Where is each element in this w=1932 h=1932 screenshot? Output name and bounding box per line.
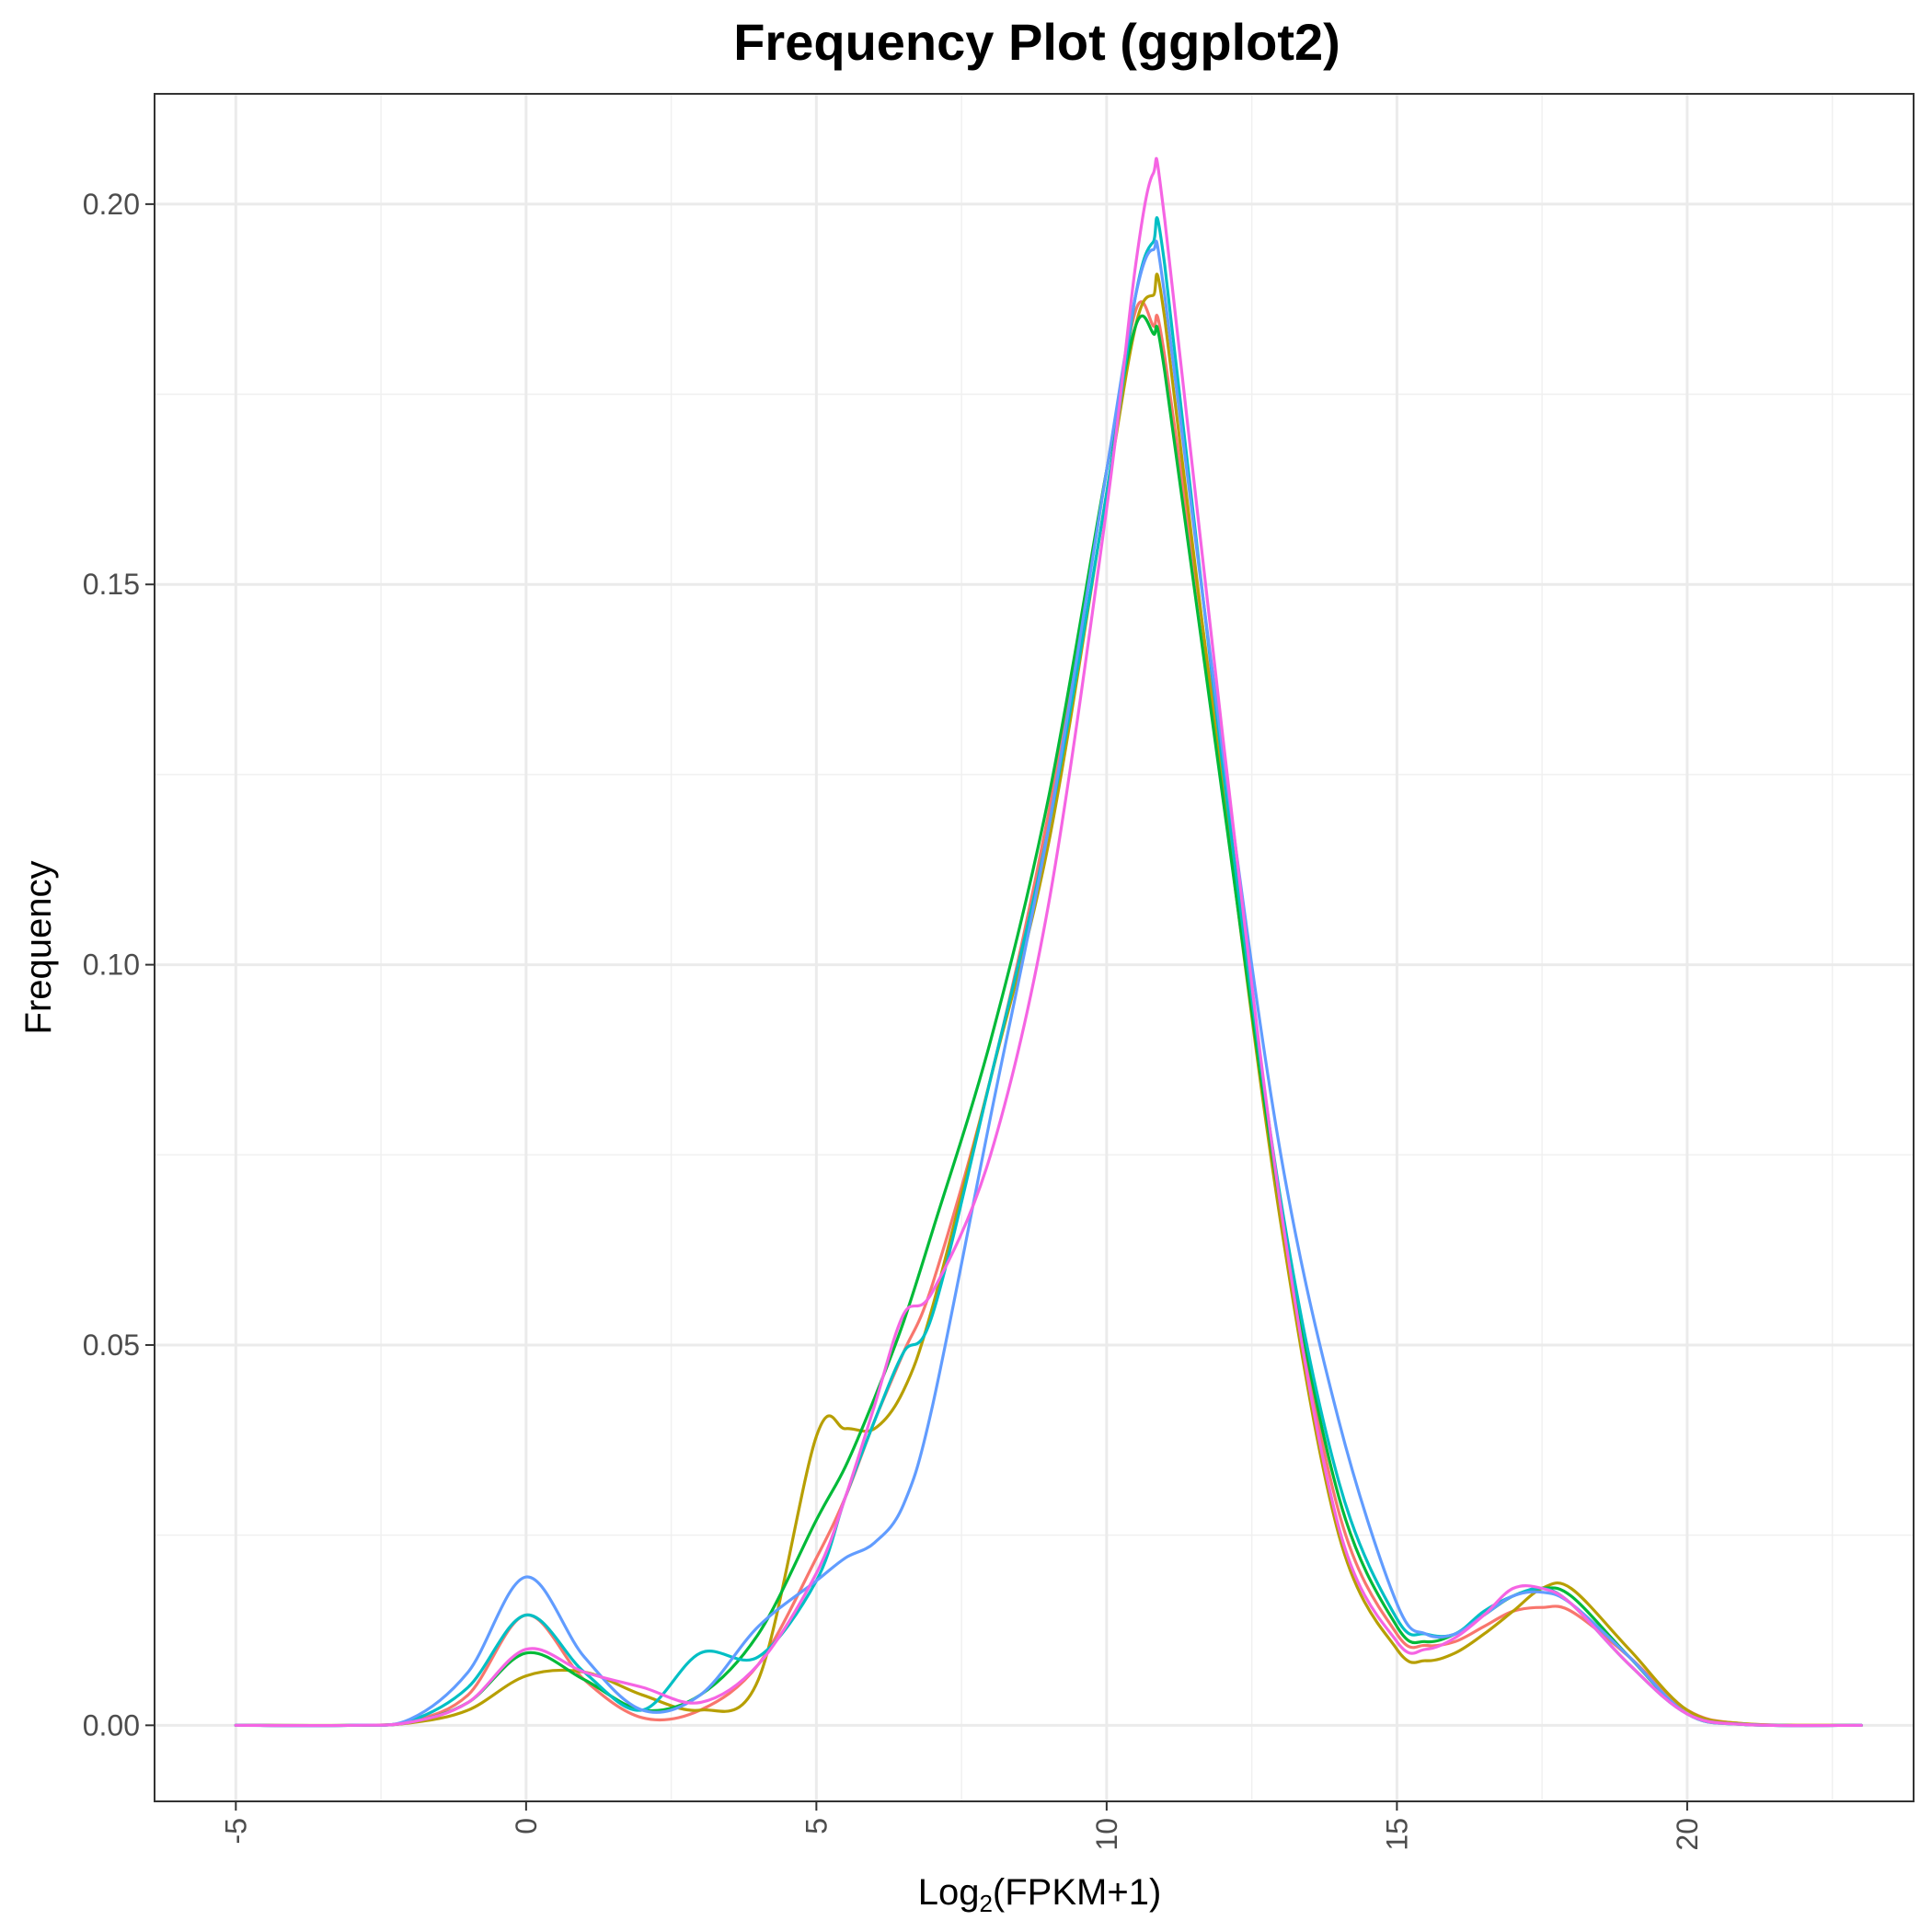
series-layer xyxy=(234,156,1863,1728)
x-tick-label: -5 xyxy=(219,1818,252,1844)
x-axis: -5 0 5 10 15 20 xyxy=(219,1801,1704,1851)
x-tick-label: 20 xyxy=(1671,1818,1704,1851)
x-tick-label: 15 xyxy=(1380,1818,1413,1851)
plot-panel-border xyxy=(154,93,1915,1802)
x-tick-label: 10 xyxy=(1090,1818,1123,1851)
y-tick-label: 0.20 xyxy=(83,188,140,221)
y-tick-label: 0.05 xyxy=(83,1328,140,1362)
y-tick-label: 0.15 xyxy=(83,568,140,601)
x-tick-label: 0 xyxy=(510,1818,543,1834)
x-axis-title: Log2(FPKM+1) xyxy=(918,1872,1162,1917)
y-axis-title: Frequency xyxy=(18,861,59,1035)
grid xyxy=(155,94,1914,1801)
y-tick-label: 0.10 xyxy=(83,949,140,982)
y-axis: 0.00 0.05 0.10 0.15 0.20 xyxy=(83,188,155,1742)
y-tick-label: 0.00 xyxy=(83,1708,140,1742)
series-line-6 xyxy=(234,156,1863,1728)
x-tick-label: 5 xyxy=(799,1818,833,1834)
chart-title: Frequency Plot (ggplot2) xyxy=(733,13,1340,71)
